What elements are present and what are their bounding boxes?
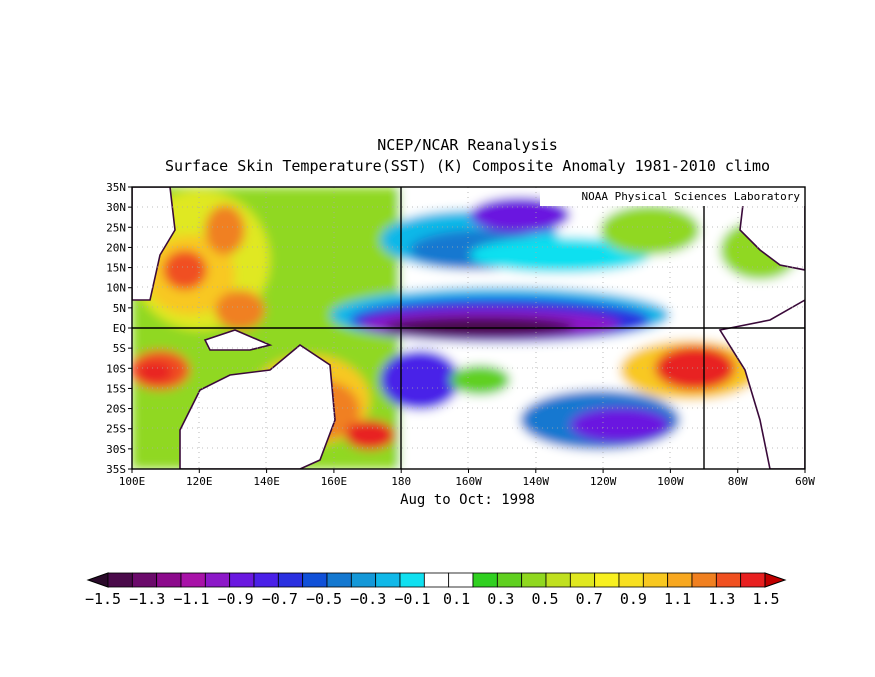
- lat-tick-label: 30N: [106, 201, 126, 214]
- lat-tick-label: 15N: [106, 262, 126, 275]
- colorbar-segment: [253, 572, 279, 588]
- credit-box: [540, 187, 805, 206]
- colorbar-segment: [667, 572, 693, 588]
- colorbar-segment: [740, 572, 766, 588]
- colorbar-label: −0.5: [306, 590, 342, 608]
- colorbar-segment: [375, 572, 401, 588]
- colorbar-segment: [691, 572, 717, 588]
- colorbar-label: −1.1: [173, 590, 209, 608]
- lon-tick-label: 100W: [657, 475, 684, 488]
- colorbar-label: 1.5: [752, 590, 779, 608]
- chart-title-line1: NCEP/NCAR Reanalysis: [377, 136, 558, 154]
- colorbar-label: 0.7: [576, 590, 603, 608]
- colorbar-segment: [521, 572, 547, 588]
- lat-tick-label: 20S: [106, 403, 126, 416]
- colorbar-segment: [277, 572, 304, 588]
- colorbar-segment: [204, 572, 231, 588]
- colorbar-segment: [399, 572, 425, 588]
- colorbar-label: −0.1: [394, 590, 430, 608]
- colorbar-segment: [326, 572, 352, 588]
- lon-tick-label: 160W: [455, 475, 482, 488]
- chart-title-line2: Surface Skin Temperature(SST) (K) Compos…: [164, 157, 771, 175]
- colorbar-segment: [545, 572, 571, 588]
- lat-tick-label: 20N: [106, 241, 126, 254]
- colorbar-label: 1.3: [708, 590, 735, 608]
- colorbar-segment: [569, 572, 596, 588]
- lat-tick-label: 25N: [106, 221, 126, 234]
- lat-tick-label: 10S: [106, 362, 126, 375]
- colorbar-segment: [131, 572, 158, 588]
- colorbar-segment: [229, 572, 255, 588]
- coastlines: [132, 187, 805, 469]
- colorbar-segment: [618, 572, 644, 588]
- colorbar-segment: [715, 572, 742, 588]
- colorbar-segment: [594, 572, 620, 588]
- lat-tick-label: 35N: [106, 181, 126, 194]
- colorbar-segment: [496, 572, 523, 588]
- lat-tick-label: 35S: [106, 463, 126, 476]
- grid-lines: [132, 187, 805, 469]
- lat-tick-label: 30S: [106, 443, 126, 456]
- lon-tick-label: 120E: [186, 475, 213, 488]
- colorbar-label: −0.7: [262, 590, 298, 608]
- lat-tick-label: 5S: [113, 342, 126, 355]
- colorbar-segment: [107, 572, 133, 588]
- colorbar-segment: [448, 572, 474, 588]
- lon-tick-label: 180: [391, 475, 411, 488]
- lon-tick-label: 120W: [590, 475, 617, 488]
- colorbar-segment: [156, 572, 182, 588]
- colorbar-label: −1.3: [129, 590, 165, 608]
- colorbar-label: 0.5: [531, 590, 558, 608]
- lon-tick-label: 140E: [253, 475, 280, 488]
- colorbar-segment: [423, 572, 450, 588]
- lon-axis-ticks: 100E 120E 140E 160E 180 160W 140W 120W 100W 80W 60…: [119, 469, 815, 488]
- lon-tick-label: 160E: [321, 475, 348, 488]
- colorbar-label: 0.3: [487, 590, 514, 608]
- lat-tick-label: 25S: [106, 423, 126, 436]
- colorbar-over-arrow: [764, 572, 787, 588]
- lon-tick-label: 140W: [523, 475, 550, 488]
- lon-tick-label: 60W: [795, 475, 815, 488]
- lat-axis-ticks: 35N 30N 25N 20N 15N 10N 5N EQ 5S 10S 15S 20S 25S 30S 3…: [106, 181, 132, 476]
- colorbar-segment: [302, 572, 328, 588]
- colorbar-segment: [642, 572, 669, 588]
- lon-tick-label: 80W: [728, 475, 748, 488]
- colorbar-under-arrow: [86, 572, 109, 588]
- lat-tick-label: 10N: [106, 282, 126, 295]
- colorbar-segment: [350, 572, 377, 588]
- colorbar: −1.5 −1.3 −1.1 −0.9 −0.7 −0.5 −0.3 −0.1 0.1 0.3 0.…: [85, 572, 787, 608]
- colorbar-label: 1.1: [664, 590, 691, 608]
- colorbar-segment: [180, 572, 206, 588]
- colorbar-label: 0.9: [620, 590, 647, 608]
- lat-tick-label: 5N: [113, 302, 126, 315]
- lat-tick-label: 15S: [106, 382, 126, 395]
- colorbar-segment: [472, 572, 498, 588]
- colorbar-label: 0.1: [443, 590, 470, 608]
- colorbar-label: −0.3: [350, 590, 386, 608]
- colorbar-label: −0.9: [218, 590, 254, 608]
- lat-tick-label: EQ: [113, 322, 126, 335]
- lon-tick-label: 100E: [119, 475, 146, 488]
- chart-subtitle: Aug to Oct: 1998: [400, 492, 535, 508]
- colorbar-label: −1.5: [85, 590, 121, 608]
- credit-text: NOAA Physical Sciences Laboratory: [581, 190, 800, 203]
